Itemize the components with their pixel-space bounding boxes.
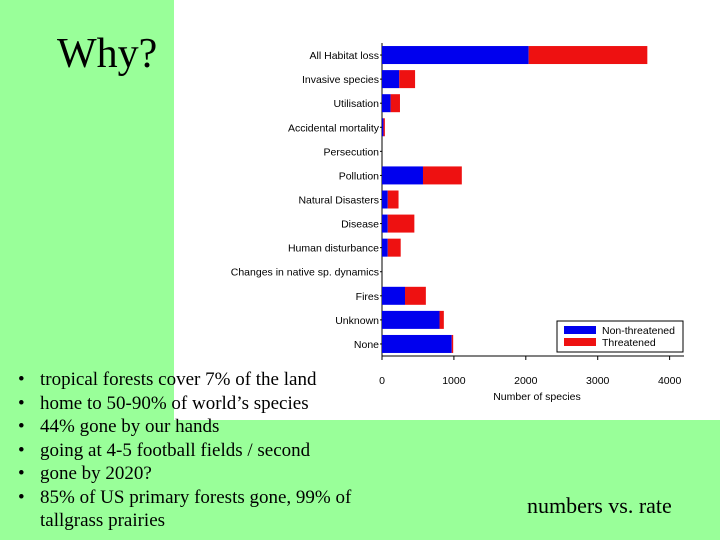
bar-segment: [387, 190, 399, 209]
bullet-text: 44% gone by our hands: [40, 416, 220, 437]
category-label: All Habitat loss: [310, 50, 379, 62]
x-axis-label: Number of species: [493, 391, 581, 403]
x-tick-label: 4000: [658, 375, 682, 387]
bar-chart: All Habitat loss Invasive species Utilisat…: [231, 43, 684, 403]
bar-segment: [382, 238, 388, 257]
footnote: numbers vs. rate: [527, 493, 672, 518]
bar-segment: [399, 70, 416, 89]
bar-segment: [382, 286, 406, 305]
bar-segment: [528, 46, 648, 65]
bar-segment: [382, 334, 452, 353]
bar-segment: [451, 334, 454, 353]
category-label: Invasive species: [302, 74, 379, 86]
bullet-dot: •: [18, 369, 25, 390]
bullet-item: • gone by 2020?: [18, 462, 358, 486]
bar-segment: [382, 70, 400, 89]
bar-segment: [387, 214, 415, 233]
bullet-list: • tropical forests cover 7% of the land •…: [18, 368, 358, 533]
legend-label: Non-threatened: [602, 325, 675, 337]
legend-swatch: [564, 338, 596, 346]
bullet-item: • home to 50-90% of world’s species: [18, 392, 358, 416]
x-tick-label: 0: [379, 375, 385, 387]
bullet-text: tropical forests cover 7% of the land: [40, 369, 317, 390]
bullet-dot: •: [18, 392, 25, 414]
bullet-text: gone by 2020?: [40, 463, 152, 484]
category-label: Fires: [356, 291, 379, 303]
bullet-dot: •: [18, 486, 25, 508]
bar-segment: [439, 310, 444, 329]
legend-label: Threatened: [602, 337, 656, 349]
category-label: Unknown: [335, 315, 379, 327]
x-tick-label: 3000: [586, 375, 610, 387]
x-tick-label: 2000: [514, 375, 538, 387]
bar-segment: [382, 118, 384, 137]
bar-segment: [383, 118, 385, 137]
bar-segment: [405, 286, 426, 305]
category-label: Natural Disasters: [298, 195, 379, 207]
x-tick-label: 1000: [442, 375, 466, 387]
bullet-dot: •: [18, 463, 25, 484]
bullet-dot: •: [18, 439, 25, 461]
slide-title: Why?: [57, 31, 158, 77]
category-label: Persecution: [324, 146, 380, 158]
bullet-item: • 85% of US primary forests gone, 99% of …: [18, 486, 358, 533]
category-label: Utilisation: [333, 98, 379, 110]
chart-panel: All Habitat loss Invasive species Utilisat…: [174, 0, 720, 420]
category-label: Changes in native sp. dynamics: [231, 267, 379, 279]
category-label: None: [354, 339, 379, 351]
bullet-dot: •: [18, 416, 25, 437]
bullet-text: going at 4-5 football fields / second: [40, 439, 311, 461]
category-label: Human disturbance: [288, 243, 379, 255]
bar-segment: [382, 46, 529, 65]
category-label: Disease: [341, 219, 379, 231]
bar-segment: [382, 214, 388, 233]
bar-segment: [382, 94, 391, 113]
category-label: Pollution: [339, 170, 379, 182]
bar-segment: [382, 310, 440, 329]
bar-segment: [382, 190, 388, 209]
bar-segment: [382, 166, 423, 185]
bullet-item: • going at 4-5 football fields / second: [18, 439, 358, 463]
bar-segment: [387, 238, 401, 257]
bullet-item: • tropical forests cover 7% of the land: [18, 368, 358, 392]
category-label: Accidental mortality: [288, 122, 380, 134]
bar-segment: [422, 166, 462, 185]
bar-segment: [390, 94, 400, 113]
bullet-text: 85% of US primary forests gone, 99% of t…: [40, 486, 352, 532]
bullet-text: home to 50-90% of world’s species: [40, 392, 309, 414]
legend-swatch: [564, 326, 596, 334]
bullet-item: • 44% gone by our hands: [18, 415, 358, 439]
